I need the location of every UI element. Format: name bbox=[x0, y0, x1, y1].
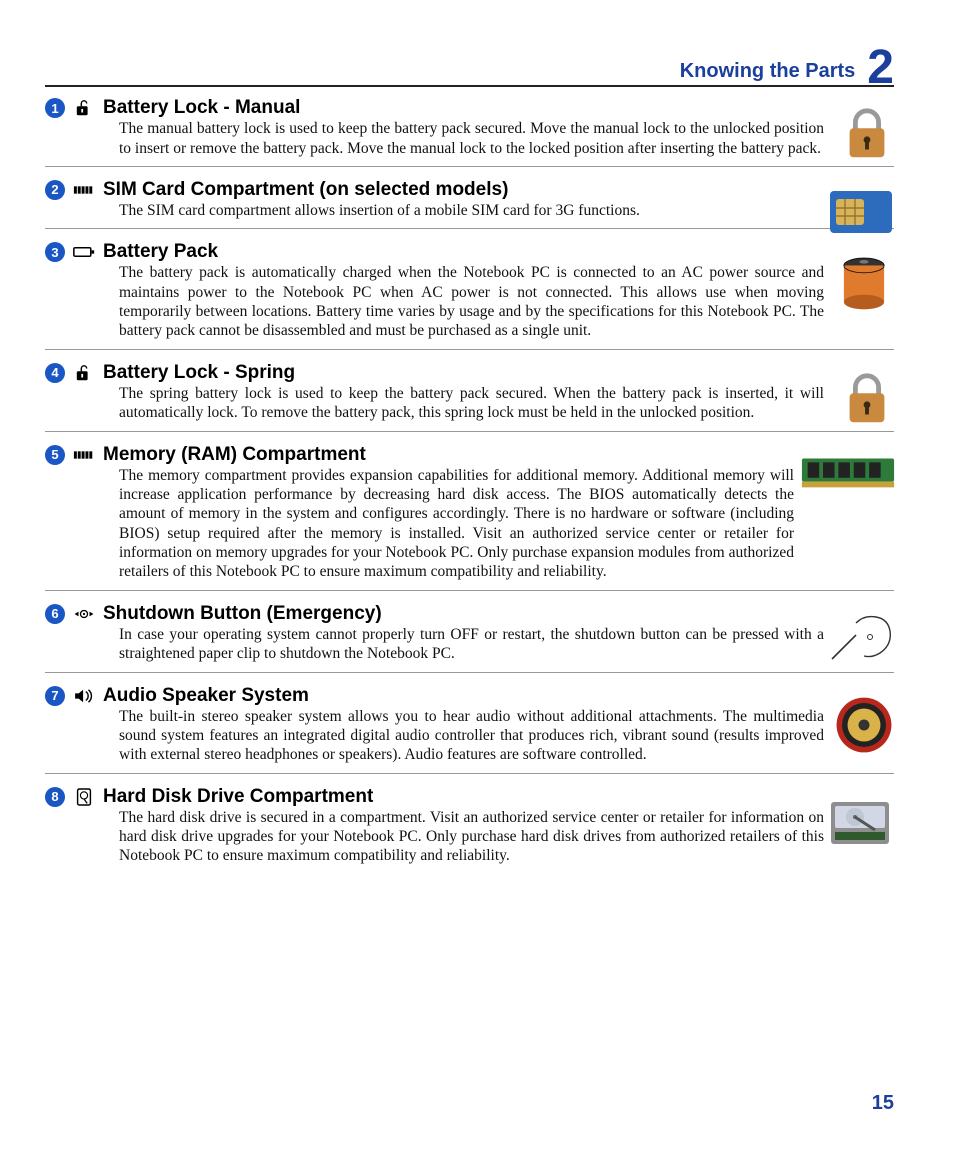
section-body: In case your operating system cannot pro… bbox=[119, 625, 824, 664]
battery-outline-icon bbox=[73, 243, 95, 261]
callout-number-badge: 4 bbox=[45, 363, 65, 383]
callout-number-badge: 5 bbox=[45, 445, 65, 465]
page-number: 15 bbox=[872, 1092, 894, 1115]
callout-number-badge: 8 bbox=[45, 787, 65, 807]
lock-open-icon bbox=[73, 99, 95, 117]
chapter-number: 2 bbox=[867, 46, 894, 89]
section-head: 8 Hard Disk Drive Compartment bbox=[45, 786, 824, 808]
section: 5 Memory (RAM) CompartmentThe memory com… bbox=[45, 444, 894, 582]
section-title: Battery Lock - Spring bbox=[103, 362, 295, 384]
callout-number-badge: 3 bbox=[45, 242, 65, 262]
section-title: Hard Disk Drive Compartment bbox=[103, 786, 373, 808]
section: 1 Battery Lock - ManualThe manual batter… bbox=[45, 97, 894, 158]
sections-container: 1 Battery Lock - ManualThe manual batter… bbox=[45, 97, 894, 866]
section-body: The built-in stereo speaker system allow… bbox=[119, 707, 824, 765]
hdd-outline-icon bbox=[73, 788, 95, 806]
section: 3 Battery PackThe battery pack is automa… bbox=[45, 241, 894, 341]
section-head: 3 Battery Pack bbox=[45, 241, 824, 263]
section-head: 2 SIM Card Compartment (on selected mode… bbox=[45, 179, 824, 201]
section-title: SIM Card Compartment (on selected models… bbox=[103, 179, 508, 201]
section-body: The spring battery lock is used to keep … bbox=[119, 384, 824, 423]
section-title: Memory (RAM) Compartment bbox=[103, 444, 366, 466]
section-head: 7 Audio Speaker System bbox=[45, 685, 824, 707]
chapter-header: Knowing the Parts 2 bbox=[45, 40, 894, 87]
section-head: 6 Shutdown Button (Emergency) bbox=[45, 603, 824, 625]
section-body: The memory compartment provides expansio… bbox=[119, 466, 894, 582]
section-title: Audio Speaker System bbox=[103, 685, 309, 707]
section: 4 Battery Lock - SpringThe spring batter… bbox=[45, 362, 894, 423]
callout-number-badge: 2 bbox=[45, 180, 65, 200]
section-separator bbox=[45, 431, 894, 432]
section-separator bbox=[45, 590, 894, 591]
section-separator bbox=[45, 773, 894, 774]
section-title: Battery Pack bbox=[103, 241, 218, 263]
callout-number-badge: 6 bbox=[45, 604, 65, 624]
section-body: The SIM card compartment allows insertio… bbox=[119, 201, 824, 220]
section-head: 5 Memory (RAM) Compartment bbox=[45, 444, 894, 466]
lock-open-icon bbox=[73, 364, 95, 382]
section-separator bbox=[45, 166, 894, 167]
section-body: The battery pack is automatically charge… bbox=[119, 263, 824, 341]
pinhole-icon bbox=[73, 605, 95, 623]
section-separator bbox=[45, 228, 894, 229]
grill-icon bbox=[73, 181, 95, 199]
section-separator bbox=[45, 672, 894, 673]
section-title: Shutdown Button (Emergency) bbox=[103, 603, 382, 625]
callout-number-badge: 1 bbox=[45, 98, 65, 118]
speaker-icon bbox=[73, 687, 95, 705]
section-body: The hard disk drive is secured in a comp… bbox=[119, 808, 824, 866]
manual-page: Knowing the Parts 2 1 Battery Lock - Man… bbox=[0, 0, 954, 1155]
section: 2 SIM Card Compartment (on selected mode… bbox=[45, 179, 894, 220]
section: 8 Hard Disk Drive CompartmentThe hard di… bbox=[45, 786, 894, 866]
section-head: 4 Battery Lock - Spring bbox=[45, 362, 824, 384]
chapter-title: Knowing the Parts bbox=[680, 60, 856, 83]
section-title: Battery Lock - Manual bbox=[103, 97, 300, 119]
callout-number-badge: 7 bbox=[45, 686, 65, 706]
section: 6 Shutdown Button (Emergency)In case you… bbox=[45, 603, 894, 664]
section: 7 Audio Speaker SystemThe built-in stere… bbox=[45, 685, 894, 765]
grill-icon bbox=[73, 446, 95, 464]
section-separator bbox=[45, 349, 894, 350]
section-head: 1 Battery Lock - Manual bbox=[45, 97, 824, 119]
section-body: The manual battery lock is used to keep … bbox=[119, 119, 824, 158]
